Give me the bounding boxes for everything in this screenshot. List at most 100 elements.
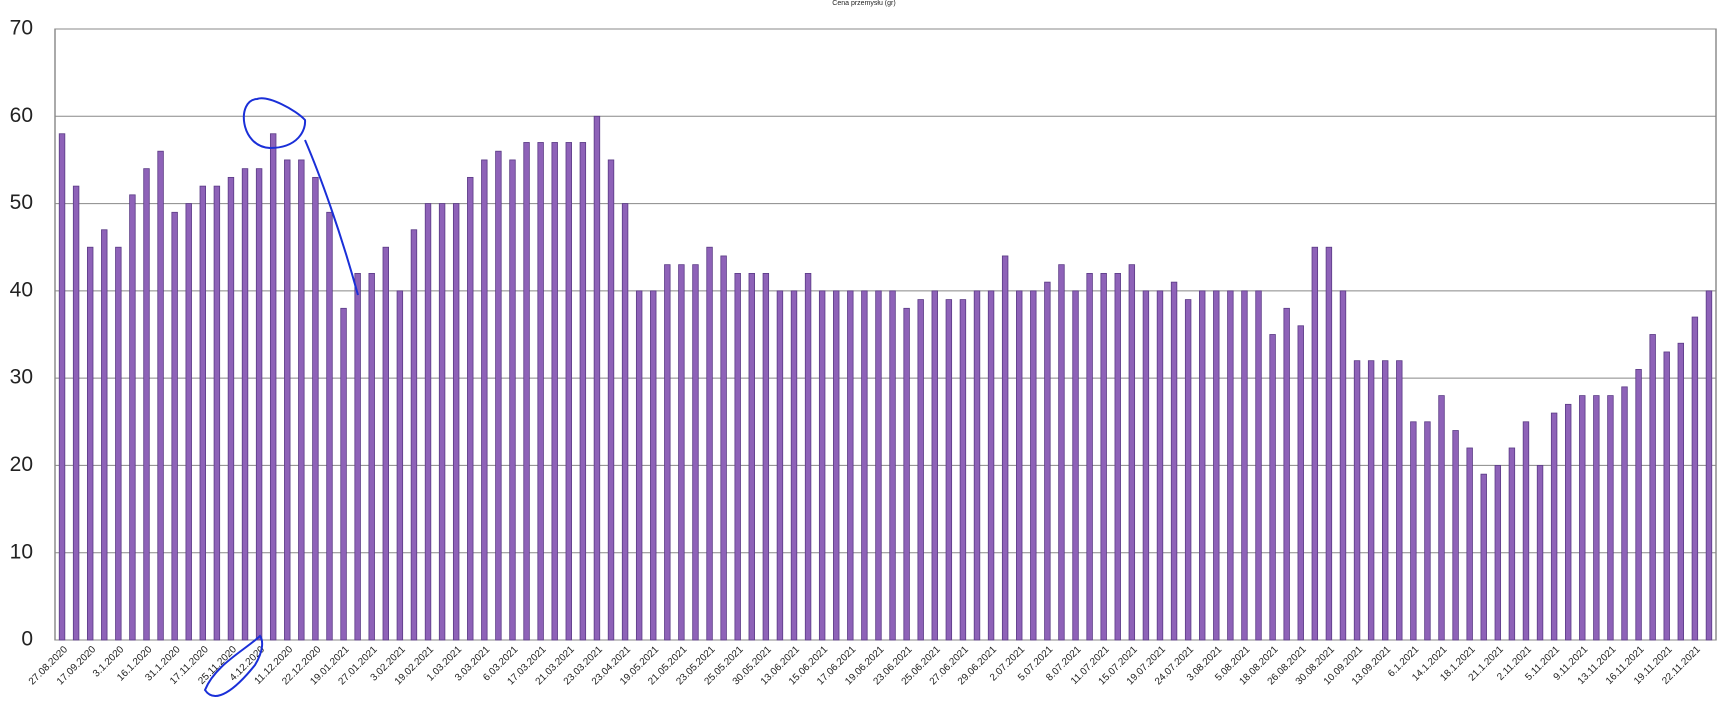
bar xyxy=(101,229,108,641)
bar xyxy=(1058,264,1065,641)
bar xyxy=(1086,272,1093,641)
bar xyxy=(1072,290,1079,641)
bar xyxy=(720,255,727,641)
bar xyxy=(959,299,967,641)
bar xyxy=(1705,290,1713,641)
bar xyxy=(523,142,530,641)
bar xyxy=(931,290,938,641)
bar xyxy=(1213,290,1220,641)
y-tick-label: 60 xyxy=(10,104,33,127)
bar xyxy=(312,176,319,641)
bar xyxy=(903,307,910,641)
hand-circle xyxy=(203,634,264,697)
chart-title: Cena przemysłu (gr) xyxy=(832,0,895,7)
bar xyxy=(1593,395,1600,641)
bar xyxy=(1269,334,1276,641)
bar xyxy=(1494,465,1502,641)
bar xyxy=(467,176,474,641)
hand-circle xyxy=(242,97,307,150)
bar xyxy=(354,272,361,641)
bar xyxy=(1001,255,1009,641)
bar xyxy=(1339,290,1347,641)
bar xyxy=(847,290,854,641)
bar xyxy=(1382,360,1389,641)
bar xyxy=(1536,465,1544,641)
bar xyxy=(255,168,263,641)
bar xyxy=(396,290,404,641)
y-tick-label: 20 xyxy=(10,453,33,476)
bar xyxy=(1100,272,1107,641)
bar xyxy=(72,185,80,641)
bar xyxy=(762,272,770,641)
bar xyxy=(241,168,249,641)
bar xyxy=(171,211,178,641)
bar xyxy=(692,264,699,641)
y-tick-label: 50 xyxy=(10,191,33,214)
bar xyxy=(199,185,207,641)
bar xyxy=(579,142,587,641)
bar xyxy=(1508,447,1516,641)
bar xyxy=(621,203,629,641)
bar xyxy=(143,168,150,641)
bar xyxy=(213,185,221,641)
bar xyxy=(340,307,347,641)
bar xyxy=(790,290,798,641)
bar xyxy=(227,176,235,641)
hand-arrow xyxy=(304,139,359,296)
bar xyxy=(1522,421,1530,641)
bar xyxy=(115,246,122,641)
y-tick-label: 40 xyxy=(10,278,33,301)
bar xyxy=(1128,264,1136,641)
bar xyxy=(1396,360,1403,641)
bar xyxy=(776,290,784,641)
y-tick-label: 30 xyxy=(10,366,33,389)
bar xyxy=(818,290,826,641)
bar xyxy=(86,246,94,641)
bar xyxy=(875,290,882,641)
bar xyxy=(537,142,544,641)
bar xyxy=(481,159,488,641)
bar xyxy=(748,272,755,641)
bar xyxy=(565,142,572,641)
bar xyxy=(1579,395,1586,641)
bar xyxy=(410,229,418,641)
plot-area: 01020304050607027.08.202017.09.20203.1.2… xyxy=(10,17,1717,687)
bar xyxy=(1114,272,1121,641)
bar xyxy=(593,115,601,641)
bar xyxy=(1255,290,1262,641)
bar xyxy=(157,150,164,641)
bar xyxy=(678,264,685,641)
bar xyxy=(1184,299,1192,641)
bar xyxy=(452,203,460,641)
bar xyxy=(889,290,896,641)
bar xyxy=(129,194,136,641)
bar xyxy=(1016,290,1023,641)
bar xyxy=(185,203,192,641)
bar xyxy=(1044,281,1051,641)
bar xyxy=(1353,360,1361,641)
bar xyxy=(1635,369,1642,641)
bar xyxy=(706,246,713,641)
bar xyxy=(1030,290,1037,641)
bar xyxy=(734,272,741,641)
bar xyxy=(945,299,953,641)
bar xyxy=(1410,421,1417,641)
bar xyxy=(551,142,558,641)
bar xyxy=(861,290,868,641)
bar xyxy=(326,211,333,641)
bar xyxy=(58,133,66,641)
bar xyxy=(804,272,812,641)
bar xyxy=(1663,351,1670,641)
bar xyxy=(1621,386,1628,641)
bar xyxy=(438,203,446,641)
bar xyxy=(917,299,924,641)
bar xyxy=(1325,246,1333,641)
y-tick-label: 10 xyxy=(10,540,33,563)
bar xyxy=(1227,290,1234,641)
bar xyxy=(1677,342,1685,641)
bar xyxy=(1297,325,1304,641)
bar xyxy=(1311,246,1319,641)
bar xyxy=(298,159,305,641)
y-tick-label: 70 xyxy=(10,17,33,40)
